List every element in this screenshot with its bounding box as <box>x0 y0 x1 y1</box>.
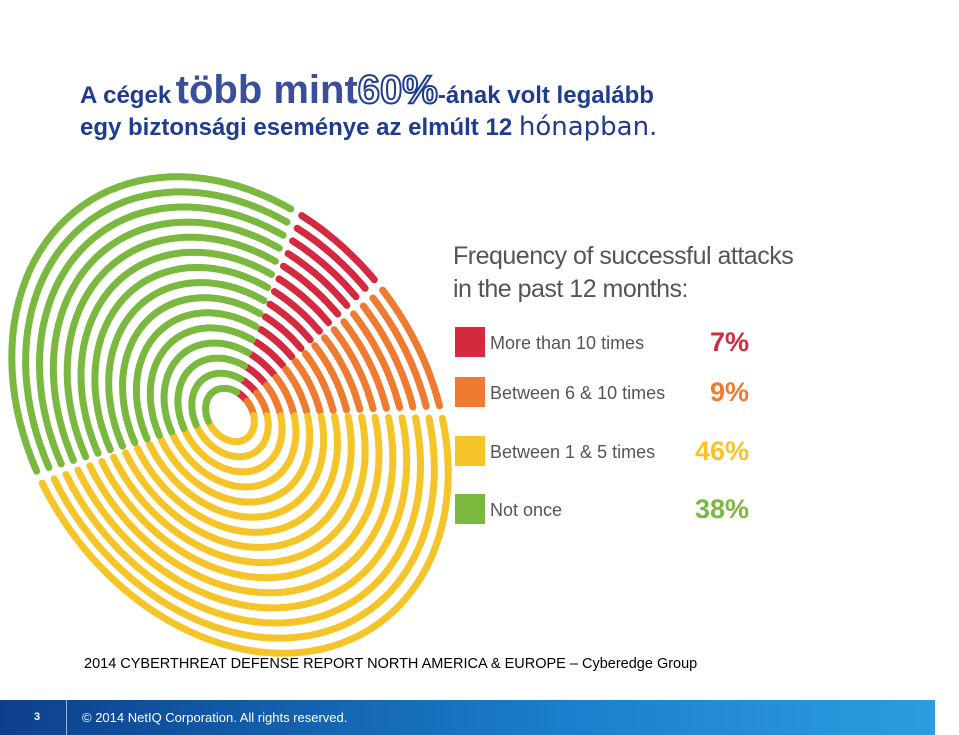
value-label: 9% <box>710 377 749 407</box>
legend-label: More than 10 times <box>490 333 644 353</box>
headline-part: több mint <box>175 68 358 112</box>
page-number: 3 <box>34 711 41 723</box>
pie-segment <box>243 286 443 418</box>
legend-swatch <box>455 377 485 407</box>
copyright: © 2014 NetIQ Corporation. All rights res… <box>82 710 348 725</box>
legend-swatch <box>455 327 485 357</box>
value-label: 46% <box>695 436 749 466</box>
headline-part: 60% <box>357 67 439 113</box>
legend-label: Between 6 & 10 times <box>490 383 665 403</box>
footer-bar: 3 © 2014 NetIQ Corporation. All rights r… <box>0 700 935 735</box>
headline-line1: A cégek több mint60%-ának volt legalább <box>80 67 654 113</box>
legend-label: Not once <box>490 500 562 520</box>
headline-part: -ának volt legalább <box>437 82 654 109</box>
value-label: 38% <box>695 494 749 524</box>
chart-title: Frequency of successful attacks in the p… <box>453 242 794 303</box>
headline-line2: egy biztonsági eseménye az elmúlt 12 hón… <box>80 112 657 142</box>
headline-part: A cégek <box>80 82 172 109</box>
headline-part: hónapban. <box>518 112 658 142</box>
legend-label: Between 1 & 5 times <box>490 442 655 462</box>
source: 2014 CYBERTHREAT DEFENSE REPORT NORTH AM… <box>84 656 698 672</box>
legend-swatch <box>455 436 485 466</box>
value-label: 7% <box>710 327 749 357</box>
pie-segment <box>8 173 295 475</box>
chart-title-box: Frequency of successful attacks in the p… <box>453 242 794 303</box>
legend-swatch <box>455 494 485 524</box>
pie-segment <box>234 212 378 404</box>
divider <box>66 700 67 735</box>
pie-segment <box>38 411 452 657</box>
headline-part: egy biztonsági eseménye az elmúlt 12 <box>80 114 513 141</box>
